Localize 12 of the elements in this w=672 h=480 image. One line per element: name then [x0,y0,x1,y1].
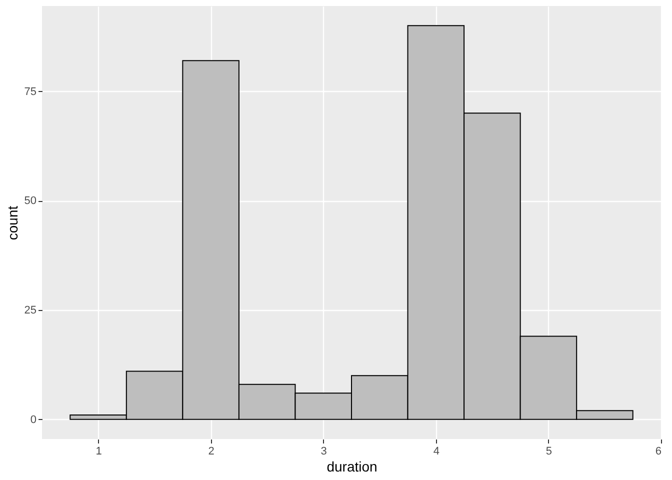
x-tick-label: 3 [320,446,327,458]
x-tick-label: 2 [208,446,214,458]
x-tick-label: 5 [546,446,552,458]
y-tick-label: 0 [30,414,36,426]
x-tick-label: 6 [655,446,662,458]
y-tick-label: 25 [24,304,36,316]
x-axis-title: duration [326,458,378,474]
x-tick-label: 4 [433,446,440,458]
x-tick-label: 1 [96,446,102,458]
y-tick-label: 50 [24,195,36,208]
y-axis-title: count [4,206,20,240]
y-tick-label: 75 [24,86,36,98]
